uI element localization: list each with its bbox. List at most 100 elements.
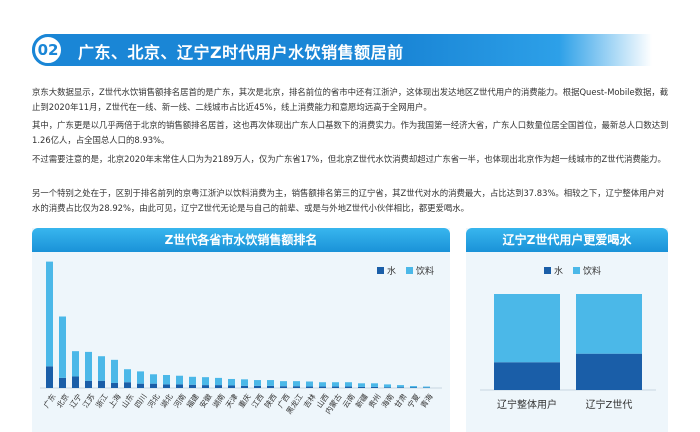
bar-drink-天津 (228, 378, 235, 386)
bar-drink-河北 (150, 374, 157, 384)
tick-label-重庆: 重庆 (236, 391, 253, 409)
bar-water-云南 (345, 386, 352, 388)
bar-water-湖南 (215, 385, 222, 388)
bar-drink-山西 (319, 382, 326, 387)
bar-drink-新疆 (358, 383, 365, 387)
bar-water-辽宁Z世代 (576, 353, 642, 390)
bar-drink-云南 (345, 382, 352, 387)
legend-drink-label: 饮料 (416, 267, 435, 277)
bar-drink-内蒙古 (332, 382, 339, 387)
bar-water-江苏 (85, 380, 92, 388)
bar-water-重庆 (241, 385, 248, 388)
bar-drink-海南 (384, 384, 391, 388)
bar-drink-辽宁整体用户 (494, 294, 560, 363)
paragraph-2: 其中，广东更是以几乎两倍于北京的销售额排名居首，这也再次体现出广东人口基数下的消… (32, 120, 669, 145)
tick-label-江西: 江西 (250, 392, 266, 410)
section-header: 02 广东、北京、辽宁Z时代用户水饮销售额居前 (32, 34, 652, 66)
left-chart-title: Z世代各省市水饮销售额排名 (32, 228, 450, 252)
legend-water-label: 水 (387, 267, 397, 277)
legend-drink-label: 饮料 (583, 267, 602, 277)
bar-water-安徽 (202, 385, 209, 388)
bar-water-福建 (189, 384, 196, 388)
tick-label-上海: 上海 (106, 391, 123, 409)
section-title: 广东、北京、辽宁Z时代用户水饮销售额居前 (78, 43, 404, 62)
legend-water-label: 水 (554, 267, 564, 277)
bar-drink-湖南 (215, 377, 222, 386)
tick-label-青海: 青海 (418, 391, 435, 409)
bar-water-吉林 (306, 386, 313, 388)
bar-drink-湖北 (163, 375, 170, 385)
bar-water-贵州 (371, 386, 378, 388)
left-chart-svg: 广东北京辽宁江苏浙江上海山东四川河北湖北河南福建安徽湖南天津重庆江西陕西广西黑龙… (40, 261, 442, 416)
bar-water-新疆 (358, 386, 365, 388)
bar-water-陕西 (267, 385, 274, 388)
paragraph-3: 不过需要注意的是，北京2020年末常住人口为为2189万人，仅为广东省17%，但… (32, 154, 666, 164)
paragraph-4: 另一个特别之处在于，区别于排名前列的京粤江浙沪以饮料消费为主，销售额排名第三的辽… (32, 188, 665, 213)
bar-drink-上海 (111, 359, 118, 383)
legend-water-swatch (377, 267, 384, 274)
bar-drink-吉林 (306, 381, 313, 387)
legend-drink-swatch (406, 267, 414, 274)
bar-drink-重庆 (241, 379, 248, 386)
tick-label-宁夏: 宁夏 (405, 391, 422, 409)
tick-label-湖南: 湖南 (210, 391, 227, 409)
tick-label-广东: 广东 (41, 391, 58, 409)
bar-drink-江苏 (85, 351, 92, 381)
bar-drink-山东 (124, 369, 131, 383)
right-chart-svg: 辽宁整体用户 辽宁Z世代 (480, 294, 656, 411)
paragraph-1: 京东大数据显示，Z世代水饮销售额排名居首的是广东，其次是北京，排名前位的省市中还… (32, 87, 669, 112)
right-chart-title: 辽宁Z世代用户更爱喝水 (466, 228, 668, 252)
tick-label-海南: 海南 (379, 391, 396, 409)
bar-water-辽宁整体用户 (494, 362, 560, 390)
tick-label-河北: 河北 (146, 392, 162, 410)
tick-label-北京: 北京 (54, 391, 71, 409)
tick-label-辽宁: 辽宁 (67, 392, 84, 410)
bar-water-内蒙古 (332, 386, 339, 388)
tick-label-浙江: 浙江 (93, 391, 110, 409)
tick-label-河南: 河南 (171, 391, 188, 409)
tick-label-天津: 天津 (224, 392, 240, 410)
bar-water-宁夏 (410, 387, 417, 388)
tick-label-辽宁Z世代: 辽宁Z世代 (586, 398, 633, 411)
bar-drink-福建 (189, 376, 196, 385)
bar-water-辽宁 (72, 376, 79, 388)
tick-label-新疆: 新疆 (353, 391, 370, 409)
left-chart-legend: 水 饮料 (377, 264, 444, 277)
bar-water-浙江 (98, 380, 105, 388)
bar-drink-浙江 (98, 356, 105, 381)
tick-label-福建: 福建 (184, 391, 201, 409)
bar-drink-宁夏 (410, 386, 417, 388)
bar-drink-青海 (423, 386, 430, 388)
right-chart-panel: 辽宁Z世代用户更爱喝水 水 饮料 辽宁整体用户 辽宁Z世代 (466, 228, 668, 432)
bar-water-天津 (228, 385, 235, 388)
bar-water-山西 (319, 386, 326, 388)
tick-label-山东: 山东 (119, 391, 136, 409)
bar-water-广西 (280, 386, 287, 388)
tick-label-江苏: 江苏 (80, 391, 97, 409)
bar-water-北京 (59, 377, 66, 388)
bar-water-上海 (111, 382, 118, 388)
bar-drink-辽宁Z世代 (576, 294, 642, 354)
bar-water-四川 (137, 383, 144, 388)
bar-drink-贵州 (371, 383, 378, 387)
bar-drink-辽宁 (72, 351, 79, 377)
bar-water-甘肃 (397, 387, 404, 388)
left-chart-panel: Z世代各省市水饮销售额排名 水 饮料 广东 北京 辽宁 江苏 浙江 上海 山东 四川 河北 湖北河… (32, 228, 450, 432)
bar-drink-四川 (137, 371, 144, 384)
bar-water-广东 (46, 366, 53, 388)
legend-drink-swatch (573, 267, 581, 274)
bar-water-河北 (150, 383, 157, 388)
bar-water-湖北 (163, 384, 170, 388)
section-number: 02 (32, 34, 64, 66)
bar-water-江西 (254, 385, 261, 388)
tick-label-四川: 四川 (133, 392, 149, 409)
bar-water-海南 (384, 387, 391, 388)
tick-label-贵州: 贵州 (366, 392, 383, 410)
tick-label-辽宁整体用户: 辽宁整体用户 (497, 398, 557, 411)
tick-label-陕西: 陕西 (262, 391, 279, 409)
tick-label-云南: 云南 (340, 391, 357, 409)
bar-drink-河南 (176, 375, 183, 385)
bar-drink-陕西 (267, 380, 274, 386)
tick-label-甘肃: 甘肃 (392, 391, 409, 409)
bar-drink-安徽 (202, 377, 209, 386)
